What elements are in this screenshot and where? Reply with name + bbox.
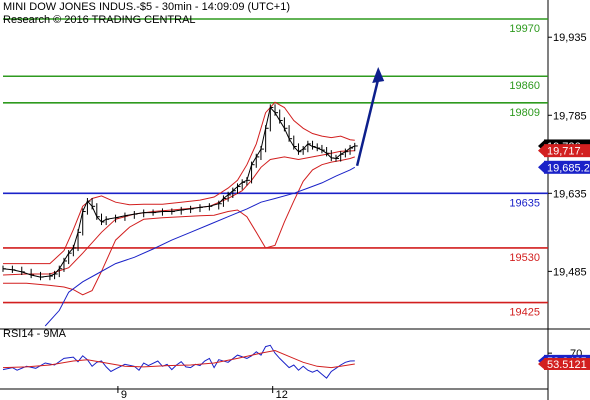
price-tick-label: 19,785 <box>553 110 587 122</box>
rsi-line-9ma <box>2 349 355 369</box>
price-badge-label: 19,717. <box>547 146 584 158</box>
series-line-upper-band <box>3 101 355 265</box>
time-tick-label: 9 <box>121 389 127 400</box>
price-badge <box>544 144 590 158</box>
level-label: 19530 <box>509 252 540 264</box>
series-line-lower-band <box>3 156 355 296</box>
price-badge-label: 19,685.2 <box>547 162 590 174</box>
rsi-badge-pointer <box>538 357 545 370</box>
projection-arrow-head <box>372 67 385 84</box>
price-badge <box>544 160 590 174</box>
level-label: 19970 <box>509 23 540 35</box>
series-line-middle-band <box>2 150 355 276</box>
rsi-badge-label: 53.5121 <box>547 359 587 371</box>
projection-arrow-shaft <box>355 78 380 167</box>
price-tick-label: 19,935 <box>553 32 587 44</box>
level-label: 19860 <box>509 80 540 92</box>
level-label: 19425 <box>509 307 540 319</box>
price-badge-pointer <box>538 160 545 174</box>
level-label: 19635 <box>509 197 540 209</box>
price-tick-label: 19,485 <box>553 266 587 278</box>
chart-copyright: Research © 2016 TRADING CENTRAL <box>3 14 196 26</box>
rsi-badge <box>544 357 590 370</box>
price-line <box>2 106 355 278</box>
price-tick-label: 19,635 <box>553 188 587 200</box>
chart-title: MINI DOW JONES INDUS.-$5 - 30min - 14:09… <box>3 1 290 13</box>
time-tick-label: 12 <box>276 389 288 400</box>
price-badge-pointer <box>538 144 545 158</box>
price-bars <box>2 104 358 281</box>
level-label: 19809 <box>509 107 540 119</box>
series-line-long-ma <box>44 166 356 327</box>
rsi-label: RSI14 - 9MA <box>3 328 67 340</box>
